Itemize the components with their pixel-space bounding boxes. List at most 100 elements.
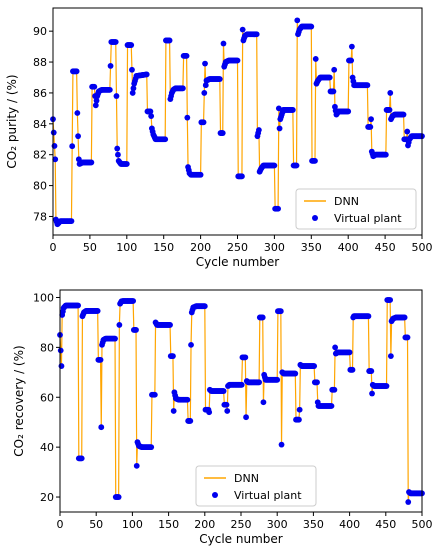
x-tick-label: 50	[89, 518, 103, 531]
virtual-plant-point	[277, 308, 284, 315]
virtual-plant-point	[148, 113, 155, 119]
x-tick-label: 400	[339, 518, 360, 531]
virtual-plant-point	[188, 341, 194, 348]
x-tick-label: 250	[231, 518, 252, 531]
x-tick-label: 200	[190, 241, 211, 254]
virtual-plant-point	[346, 349, 353, 356]
virtual-plant-point	[367, 124, 374, 130]
virtual-plant-markers	[50, 17, 425, 228]
virtual-plant-point	[387, 90, 394, 96]
virtual-plant-point	[386, 107, 393, 113]
virtual-plant-point	[75, 302, 81, 309]
virtual-plant-point	[311, 363, 318, 369]
virtual-plant-point	[404, 334, 411, 341]
y-tick-label: 100	[33, 291, 54, 304]
virtual-plant-point	[74, 110, 81, 116]
legend-box	[295, 188, 417, 230]
virtual-plant-point	[326, 74, 333, 81]
virtual-plant-point	[91, 83, 98, 90]
virtual-plant-point	[51, 143, 58, 149]
virtual-plant-point	[294, 17, 301, 24]
virtual-plant-point	[206, 409, 213, 416]
x-tick-label: 50	[83, 241, 97, 254]
virtual-plant-point	[278, 441, 285, 448]
virtual-plant-point	[114, 145, 121, 152]
virtual-plant-point	[404, 128, 411, 135]
virtual-plant-point	[128, 42, 135, 48]
virtual-plant-point	[260, 399, 267, 406]
virtual-plant-point	[331, 386, 338, 393]
x-tick-label: 150	[153, 241, 174, 254]
x-tick-label: 100	[122, 518, 143, 531]
virtual-plant-markers	[57, 297, 425, 505]
virtual-plant-point	[365, 313, 372, 320]
virtual-plant-point	[75, 133, 81, 140]
x-tick-label: 350	[303, 518, 324, 531]
virtual-plant-point	[368, 116, 374, 123]
x-tick-label: 200	[194, 518, 215, 531]
virtual-plant-point	[148, 444, 155, 451]
virtual-plant-point	[332, 344, 339, 351]
legend-plant-label: Virtual plant	[234, 489, 302, 502]
virtual-plant-point	[97, 356, 104, 363]
legend: DNN Virtual plant	[295, 188, 417, 230]
x-tick-label: 500	[412, 241, 433, 254]
virtual-plant-point	[259, 314, 266, 321]
virtual-plant-point	[107, 63, 114, 69]
virtual-plant-point	[400, 111, 407, 118]
virtual-plant-point	[387, 297, 394, 303]
virtual-plant-point	[328, 403, 335, 409]
virtual-plant-point	[256, 127, 262, 133]
y-tick-label: 78	[33, 210, 47, 223]
virtual-plant-point	[112, 335, 118, 342]
virtual-plant-point	[52, 156, 59, 163]
virtual-plant-point	[348, 57, 355, 64]
virtual-plant-point	[243, 414, 249, 421]
virtual-plant-point	[369, 390, 375, 397]
virtual-plant-point	[345, 108, 352, 115]
y-tick-label: 40	[40, 441, 54, 454]
x-tick-label: 0	[57, 518, 64, 531]
virtual-plant-point	[57, 347, 64, 354]
legend-plant-swatch	[212, 492, 218, 498]
virtual-plant-point	[183, 52, 190, 59]
virtual-plant-point	[234, 57, 241, 64]
virtual-plant-point	[293, 162, 300, 169]
y-tick-label: 82	[33, 149, 47, 162]
virtual-plant-point	[292, 370, 299, 377]
recovery-chart: 0 50 100 150 200 250 300 350 400 450 500 20 40 60 80 10…	[12, 289, 433, 546]
virtual-plant-point	[202, 60, 208, 67]
x-tick-label: 300	[267, 518, 288, 531]
y-axis-label: CO₂ recovery / (%)	[12, 345, 26, 456]
virtual-plant-point	[98, 424, 105, 431]
legend-box	[195, 465, 317, 507]
virtual-plant-point	[383, 383, 390, 389]
virtual-plant-point	[331, 66, 338, 73]
virtual-plant-point	[296, 416, 302, 423]
virtual-plant-point	[201, 303, 208, 310]
x-axis-label: Cycle number	[199, 532, 283, 546]
virtual-plant-point	[170, 408, 177, 414]
virtual-plant-point	[113, 93, 120, 99]
x-tick-label: 350	[301, 241, 322, 254]
legend-dnn-label: DNN	[334, 195, 359, 208]
x-tick-label: 0	[50, 241, 57, 254]
y-tick-label: 84	[33, 118, 47, 131]
virtual-plant-point	[92, 102, 99, 109]
virtual-plant-point	[387, 353, 394, 359]
virtual-plant-point	[401, 314, 408, 321]
virtual-plant-point	[289, 107, 296, 113]
virtual-plant-point	[202, 82, 209, 89]
virtual-plant-point	[239, 173, 245, 180]
legend-plant-swatch	[312, 215, 318, 221]
purity-chart: 0 50 100 150 200 250 300 350 400 450 500 78 80 82 84 86…	[5, 7, 433, 269]
virtual-plant-point	[275, 205, 281, 212]
virtual-plant-point	[123, 161, 130, 167]
y-tick-label: 86	[33, 87, 47, 100]
virtual-plant-point	[308, 23, 315, 30]
virtual-plant-point	[58, 363, 65, 369]
virtual-plant-point	[116, 322, 123, 328]
virtual-plant-point	[88, 159, 95, 166]
virtual-plant-point	[106, 86, 113, 93]
virtual-plant-point	[184, 114, 191, 121]
